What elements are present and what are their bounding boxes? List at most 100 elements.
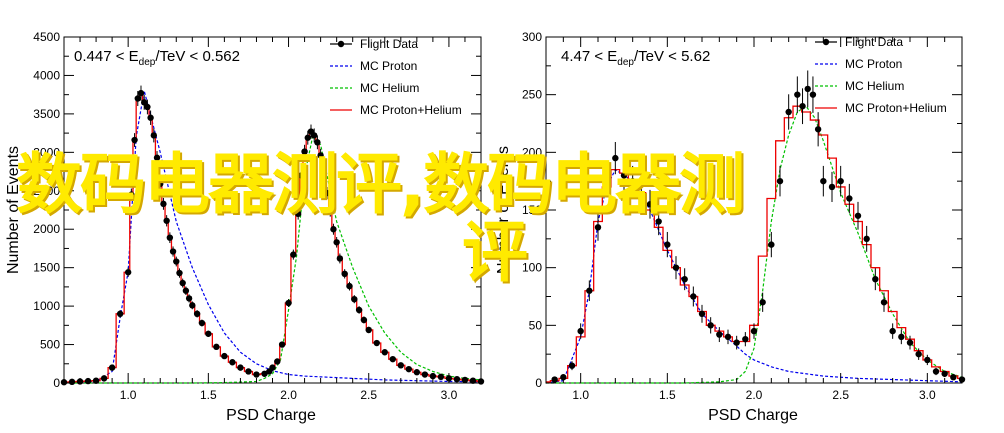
data-point	[131, 136, 138, 144]
data-point	[179, 279, 186, 287]
x-tick-label: 3.0	[441, 388, 458, 402]
data-point	[245, 368, 252, 375]
y-tick-label: 0	[53, 376, 60, 390]
data-point	[285, 299, 292, 307]
series-mc-proton-helium	[546, 105, 962, 383]
data-point	[690, 293, 697, 300]
data-point	[724, 333, 732, 341]
y-tick-label: 4500	[33, 30, 60, 44]
y-tick-label: 2500	[33, 184, 60, 198]
data-point	[327, 207, 334, 214]
data-point	[469, 377, 477, 384]
data-point	[646, 201, 654, 208]
data-point	[100, 375, 108, 382]
data-point	[144, 103, 151, 111]
data-point	[924, 356, 931, 364]
data-point	[698, 310, 706, 317]
data-point	[320, 170, 328, 178]
data-point	[950, 374, 957, 381]
data-point	[932, 368, 940, 375]
data-point	[323, 189, 331, 197]
data-point	[193, 310, 201, 317]
data-point	[140, 99, 148, 106]
data-point	[681, 276, 688, 283]
series-layer	[545, 70, 966, 384]
data-point	[153, 154, 161, 161]
data-point	[421, 371, 429, 378]
y-tick-label: 3000	[33, 145, 60, 159]
data-point	[294, 210, 302, 218]
legend: Flight Data MC Proton MC Helium MC Proton+H…	[330, 37, 462, 117]
data-point	[750, 327, 758, 335]
data-point	[603, 177, 610, 185]
data-point	[124, 269, 132, 276]
data-point	[182, 287, 190, 294]
legend-label: Flight Data	[845, 35, 903, 49]
legend-label: MC Proton+Helium	[845, 101, 947, 115]
x-tick-label: 1.5	[200, 388, 217, 402]
legend-label: MC Helium	[845, 79, 904, 93]
x-tick-label: 1.0	[572, 388, 589, 402]
data-point	[116, 310, 124, 317]
data-point	[804, 85, 811, 93]
data-point	[373, 339, 380, 347]
data-point	[437, 373, 445, 381]
data-point	[185, 295, 193, 302]
data-point	[365, 326, 372, 334]
data-point	[638, 195, 645, 202]
data-point	[198, 319, 206, 327]
data-point	[157, 180, 164, 188]
energy-range-label: 0.447 < Edep/TeV < 0.562	[74, 48, 240, 68]
energy-range-label: 4.47 < Edep/TeV < 5.62	[561, 48, 710, 68]
data-point	[742, 335, 749, 343]
data-point	[336, 255, 344, 262]
data-point	[664, 241, 671, 248]
data-point	[213, 343, 220, 351]
energy-range-prefix: 4.47 < E	[561, 48, 617, 65]
data-point	[759, 299, 766, 306]
data-point	[820, 177, 827, 185]
legend-label: MC Helium	[360, 81, 419, 95]
y-tick-label: 250	[522, 88, 542, 102]
data-point	[672, 264, 680, 271]
data-point	[880, 299, 888, 306]
data-point	[898, 333, 905, 341]
data-point	[169, 248, 177, 255]
legend: Flight Data MC Proton MC Helium MC Proton+H…	[815, 35, 947, 115]
data-point	[278, 341, 286, 348]
series-mc-proton-helium	[64, 92, 481, 383]
y-tick-label: 300	[522, 30, 542, 44]
data-point	[814, 126, 822, 133]
x-axis-title: PSD Charge	[226, 407, 316, 424]
data-point	[360, 316, 368, 324]
y-tick-label: 3500	[33, 107, 60, 121]
data-point	[906, 339, 914, 346]
data-point	[733, 339, 740, 346]
y-tick-label: 100	[522, 261, 542, 275]
y-tick-label: 500	[40, 338, 60, 352]
data-point	[298, 172, 305, 179]
data-point	[351, 295, 358, 303]
data-point	[429, 372, 437, 380]
data-point	[176, 269, 183, 277]
data-point	[846, 195, 853, 202]
data-point	[381, 349, 388, 356]
data-point	[707, 322, 714, 329]
data-point	[128, 191, 135, 198]
series-layer	[60, 85, 485, 386]
series-mc-helium	[64, 135, 482, 384]
data-point	[330, 226, 337, 233]
y-tick-label: 200	[522, 145, 542, 159]
data-point	[304, 134, 311, 141]
ticks-layer: 1.0 1.5 2.0 2.5 3.0 0 50 100 150 200 250 300	[522, 30, 963, 402]
data-point	[314, 139, 321, 146]
data-point	[405, 365, 413, 373]
y-tick-label: 1500	[33, 261, 60, 275]
data-point	[274, 358, 281, 365]
data-point	[941, 370, 948, 377]
data-point	[453, 375, 461, 383]
energy-range-suffix: /TeV < 0.562	[155, 48, 240, 65]
data-point	[205, 330, 212, 337]
data-point	[568, 362, 576, 369]
series-mc-proton	[545, 168, 963, 384]
